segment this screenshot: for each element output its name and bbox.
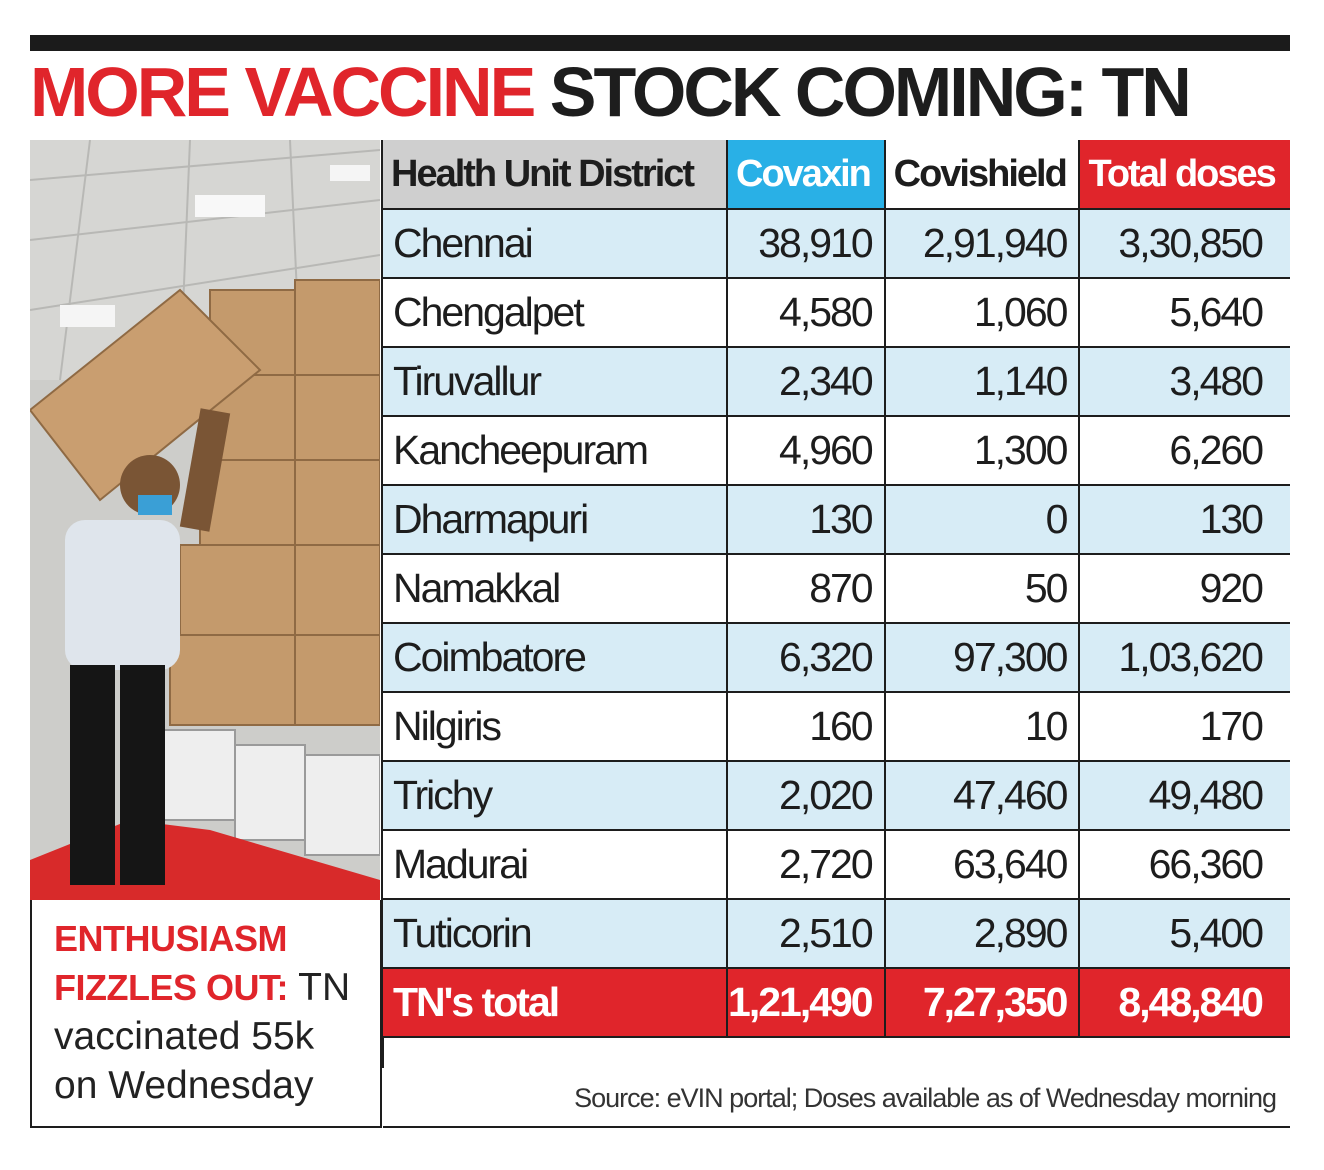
district-cell: Trichy [383,761,729,831]
photo-caption: ENTHUSIASM FIZZLES OUT: TN vaccinated 55… [30,900,382,1128]
covishield-cell: 1,140 [884,347,1081,417]
header-total: Total doses [1079,140,1290,210]
covishield-cell: 1,300 [884,416,1081,486]
table-row: Chennai 38,910 2,91,940 3,30,850 [383,209,1290,279]
total-label: TN's total [383,968,729,1038]
headline: MORE VACCINE STOCK COMING: TN [30,52,1295,132]
covishield-cell: 0 [884,485,1081,555]
total-cell: 5,400 [1079,899,1290,969]
district-cell: Tuticorin [383,899,729,969]
covishield-cell: 63,640 [884,830,1081,900]
caption-highlight-1: ENTHUSIASM [54,918,288,959]
total-cell: 66,360 [1079,830,1290,900]
caption-text-1: TN [287,966,351,1009]
total-cell: 3,480 [1079,347,1290,417]
caption-text-3: on Wednesday [54,1064,314,1107]
table-row: Nilgiris 160 10 170 [383,692,1290,762]
table-row: Tuticorin 2,510 2,890 5,400 [383,899,1290,969]
table-row: Madurai 2,720 63,640 66,360 [383,830,1290,900]
top-rule [30,35,1290,51]
district-cell: Kancheepuram [383,416,729,486]
covaxin-cell: 2,510 [727,899,886,969]
covishield-cell: 97,300 [884,623,1081,693]
district-cell: Nilgiris [383,692,729,762]
district-cell: Madurai [383,830,729,900]
covaxin-cell: 6,320 [727,623,886,693]
total-covaxin: 1,21,490 [727,968,886,1038]
total-cell: 5,640 [1079,278,1290,348]
covaxin-cell: 38,910 [727,209,886,279]
covishield-cell: 50 [884,554,1081,624]
table-row: Chengalpet 4,580 1,060 5,640 [383,278,1290,348]
table-row: Dharmapuri 130 0 130 [383,485,1290,555]
table-row: Kancheepuram 4,960 1,300 6,260 [383,416,1290,486]
photo-illustration [30,140,380,900]
total-cell: 6,260 [1079,416,1290,486]
total-cell: 1,03,620 [1079,623,1290,693]
warehouse-photo [30,140,380,900]
source-note: Source: eVIN portal; Doses available as … [383,1070,1290,1128]
total-cell: 130 [1079,485,1290,555]
header-district: Health Unit District [383,140,729,210]
district-cell: Dharmapuri [383,485,729,555]
district-cell: Namakkal [383,554,729,624]
total-cell: 920 [1079,554,1290,624]
covishield-cell: 2,890 [884,899,1081,969]
table-row: Coimbatore 6,320 97,300 1,03,620 [383,623,1290,693]
total-covishield: 7,27,350 [884,968,1081,1038]
headline-red: MORE VACCINE [30,53,536,131]
total-cell: 3,30,850 [1079,209,1290,279]
covaxin-cell: 4,580 [727,278,886,348]
covaxin-cell: 2,020 [727,761,886,831]
caption-text-2: vaccinated 55k [54,1015,315,1058]
district-cell: Chengalpet [383,278,729,348]
table-row: Namakkal 870 50 920 [383,554,1290,624]
covishield-cell: 1,060 [884,278,1081,348]
total-row: TN's total 1,21,490 7,27,350 8,48,840 [383,968,1290,1038]
vaccine-table: Health Unit District Covaxin Covishield … [383,140,1290,1038]
total-cell: 49,480 [1079,761,1290,831]
covaxin-cell: 2,340 [727,347,886,417]
covishield-cell: 47,460 [884,761,1081,831]
covishield-cell: 10 [884,692,1081,762]
caption-highlight-2: FIZZLES OUT: [54,967,288,1008]
table-row: Tiruvallur 2,340 1,140 3,480 [383,347,1290,417]
header-covaxin: Covaxin [727,140,886,210]
district-cell: Tiruvallur [383,347,729,417]
header-covishield: Covishield [884,140,1081,210]
table-header-row: Health Unit District Covaxin Covishield … [383,140,1290,210]
total-cell: 170 [1079,692,1290,762]
covaxin-cell: 2,720 [727,830,886,900]
covaxin-cell: 160 [727,692,886,762]
covaxin-cell: 4,960 [727,416,886,486]
covaxin-cell: 130 [727,485,886,555]
headline-dark: STOCK COMING: TN [549,53,1192,131]
covaxin-cell: 870 [727,554,886,624]
total-doses: 8,48,840 [1079,968,1290,1038]
covishield-cell: 2,91,940 [884,209,1081,279]
table-left-rule [381,140,384,1068]
district-cell: Coimbatore [383,623,729,693]
table-row: Trichy 2,020 47,460 49,480 [383,761,1290,831]
district-cell: Chennai [383,209,729,279]
